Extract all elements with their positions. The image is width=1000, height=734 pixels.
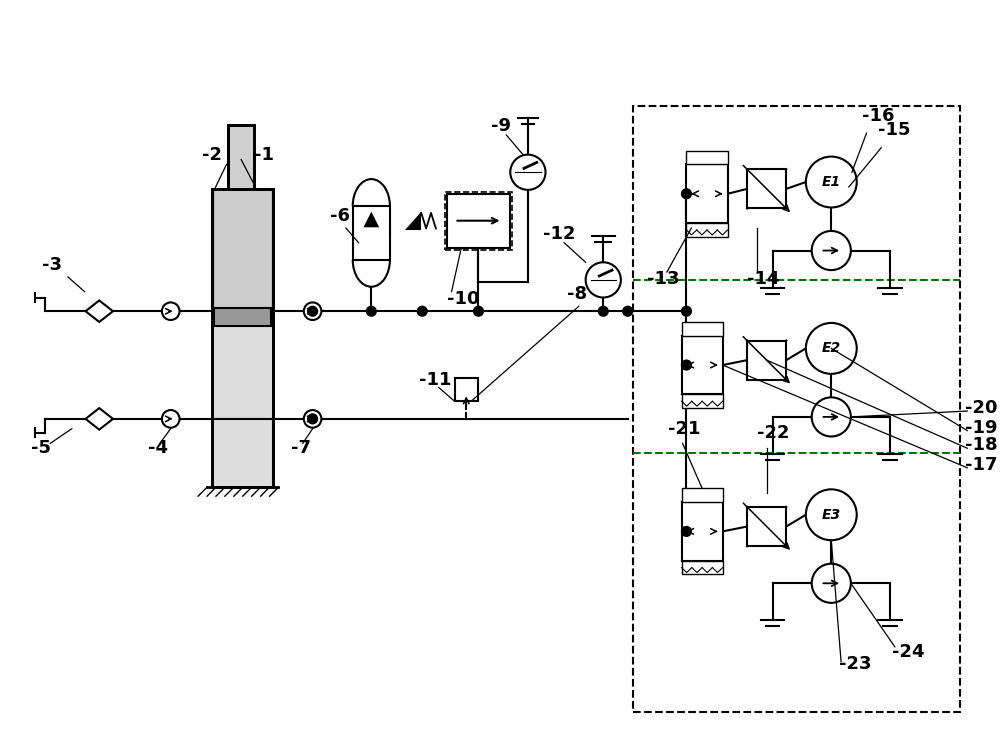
Text: -10: -10: [447, 291, 479, 308]
Circle shape: [623, 306, 633, 316]
Circle shape: [806, 490, 857, 540]
Circle shape: [304, 302, 321, 320]
Bar: [212, 189, 273, 487]
Bar: [228, 126, 254, 189]
Text: -16: -16: [862, 107, 894, 126]
Circle shape: [806, 156, 857, 208]
Circle shape: [308, 306, 317, 316]
Text: -20: -20: [965, 399, 998, 417]
Text: -23: -23: [839, 655, 872, 673]
Circle shape: [162, 410, 180, 428]
Text: -7: -7: [291, 439, 311, 457]
Bar: [214, 189, 271, 314]
Circle shape: [308, 414, 317, 424]
Bar: [682, 322, 723, 335]
Bar: [455, 378, 478, 401]
Polygon shape: [86, 300, 113, 322]
Text: -21: -21: [668, 420, 700, 437]
Bar: [747, 170, 786, 208]
Bar: [682, 561, 723, 575]
Text: -3: -3: [42, 256, 62, 274]
Text: -8: -8: [567, 286, 587, 303]
Bar: [212, 189, 273, 487]
Text: -6: -6: [330, 207, 350, 225]
Text: -24: -24: [892, 643, 924, 661]
Bar: [445, 192, 512, 250]
Polygon shape: [363, 211, 379, 228]
Circle shape: [586, 262, 621, 297]
Circle shape: [806, 323, 857, 374]
Bar: [747, 341, 786, 379]
Circle shape: [162, 302, 180, 320]
Bar: [686, 223, 728, 237]
Text: -22: -22: [757, 424, 789, 443]
Bar: [353, 206, 390, 260]
Circle shape: [510, 155, 546, 190]
Circle shape: [812, 564, 851, 603]
Bar: [682, 488, 723, 502]
Polygon shape: [405, 212, 421, 230]
Text: -14: -14: [747, 270, 780, 288]
Text: -11: -11: [419, 371, 452, 388]
Circle shape: [417, 306, 427, 316]
Bar: [747, 507, 786, 546]
Text: -19: -19: [965, 418, 998, 437]
Circle shape: [474, 306, 483, 316]
Circle shape: [366, 306, 376, 316]
Circle shape: [304, 410, 321, 428]
Polygon shape: [86, 408, 113, 429]
Circle shape: [682, 306, 691, 316]
Circle shape: [682, 526, 691, 537]
Bar: [633, 106, 960, 713]
Bar: [682, 394, 723, 408]
Text: -4: -4: [148, 439, 168, 457]
Bar: [682, 335, 723, 394]
Text: E2: E2: [822, 341, 841, 355]
Text: -18: -18: [965, 436, 998, 454]
Circle shape: [598, 306, 608, 316]
Text: -5: -5: [31, 439, 51, 457]
Text: -1: -1: [254, 145, 274, 164]
Circle shape: [682, 360, 691, 370]
Text: -12: -12: [543, 225, 575, 243]
Bar: [686, 164, 728, 223]
Bar: [214, 308, 271, 326]
Text: E1: E1: [822, 175, 841, 189]
Text: -13: -13: [647, 270, 680, 288]
Text: -15: -15: [878, 121, 911, 139]
Bar: [686, 150, 728, 164]
Circle shape: [812, 231, 851, 270]
Text: -2: -2: [202, 145, 222, 164]
Text: -17: -17: [965, 456, 998, 473]
Bar: [447, 194, 510, 247]
Text: E3: E3: [822, 508, 841, 522]
Text: -9: -9: [491, 117, 511, 135]
Circle shape: [682, 189, 691, 199]
Circle shape: [812, 397, 851, 437]
Bar: [682, 502, 723, 561]
Bar: [228, 126, 254, 189]
